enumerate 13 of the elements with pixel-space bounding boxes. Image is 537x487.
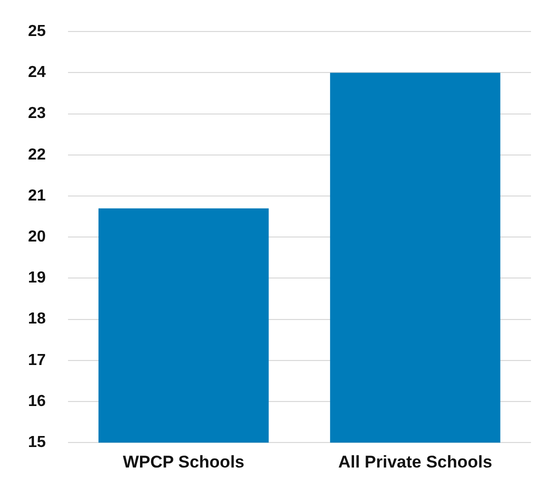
y-tick-label: 15: [28, 434, 46, 452]
y-tick-label: 18: [28, 310, 46, 328]
y-tick-label: 21: [28, 187, 46, 204]
y-tick-label: 16: [28, 392, 46, 410]
y-tick-label: 22: [28, 146, 46, 164]
y-tick-label: 20: [28, 228, 46, 246]
y-tick-label: 24: [28, 64, 46, 82]
y-tick-label: 25: [28, 23, 46, 40]
y-tick-label: 23: [28, 105, 46, 122]
x-tick-label: WPCP Schools: [122, 452, 244, 472]
x-tick-label: All Private Schools: [338, 452, 492, 472]
y-tick-label: 17: [28, 352, 46, 369]
y-tick-label: 19: [28, 270, 46, 287]
